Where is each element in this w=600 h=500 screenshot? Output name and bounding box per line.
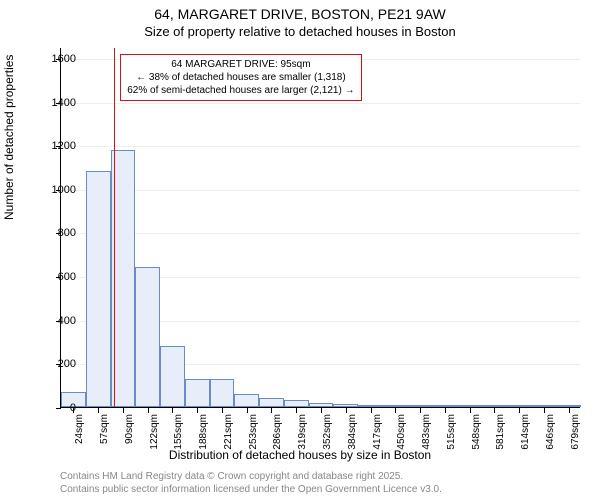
y-tick-label: 1600 <box>36 53 76 65</box>
bar <box>383 405 408 407</box>
x-tick-mark <box>123 408 124 413</box>
x-tick-mark <box>172 408 173 413</box>
x-tick-mark <box>494 408 495 413</box>
attribution-line1: Contains HM Land Registry data © Crown c… <box>60 470 442 483</box>
x-tick-mark <box>420 408 421 413</box>
x-tick-mark <box>569 408 570 413</box>
bar <box>531 405 556 407</box>
y-tick-label: 1000 <box>36 184 76 196</box>
x-tick-mark <box>470 408 471 413</box>
y-tick-label: 600 <box>36 271 76 283</box>
y-tick-label: 400 <box>36 315 76 327</box>
x-tick-mark <box>271 408 272 413</box>
bar <box>135 267 160 407</box>
attribution: Contains HM Land Registry data © Crown c… <box>60 470 442 496</box>
x-tick-mark <box>247 408 248 413</box>
x-tick-mark <box>371 408 372 413</box>
bar <box>86 171 111 407</box>
x-tick-mark <box>321 408 322 413</box>
x-tick-mark <box>519 408 520 413</box>
bar <box>507 405 532 407</box>
callout-line2: ← 38% of detached houses are smaller (1,… <box>127 71 354 84</box>
attribution-line2: Contains public sector information licen… <box>60 483 442 496</box>
callout-line3: 62% of semi-detached houses are larger (… <box>127 84 354 97</box>
y-tick-label: 800 <box>36 227 76 239</box>
x-tick-mark <box>197 408 198 413</box>
bar <box>160 346 185 407</box>
x-tick-mark <box>346 408 347 413</box>
x-tick-mark <box>148 408 149 413</box>
bar <box>482 405 507 407</box>
x-tick-mark <box>222 408 223 413</box>
callout-box: 64 MARGARET DRIVE: 95sqm ← 38% of detach… <box>120 54 361 101</box>
x-tick-mark <box>296 408 297 413</box>
bar <box>309 403 334 407</box>
bar <box>185 379 210 407</box>
x-tick-mark <box>445 408 446 413</box>
bar <box>556 405 581 407</box>
bar <box>457 405 482 407</box>
bar <box>234 394 259 407</box>
y-axis-label: Number of detached properties <box>2 55 16 220</box>
y-tick-label: 1400 <box>36 97 76 109</box>
y-tick-label: 1200 <box>36 140 76 152</box>
x-tick-mark <box>98 408 99 413</box>
bar <box>284 400 309 407</box>
bar <box>210 379 235 407</box>
bar <box>432 405 457 407</box>
bar <box>408 405 433 407</box>
bar <box>259 398 284 407</box>
bar <box>358 405 383 407</box>
y-tick-label: 200 <box>36 358 76 370</box>
chart-title-line1: 64, MARGARET DRIVE, BOSTON, PE21 9AW <box>0 6 600 22</box>
x-tick-mark <box>544 408 545 413</box>
plot-area: 64 MARGARET DRIVE: 95sqm ← 38% of detach… <box>60 48 580 408</box>
chart-title-line2: Size of property relative to detached ho… <box>0 24 600 39</box>
callout-line1: 64 MARGARET DRIVE: 95sqm <box>127 58 354 71</box>
x-tick-mark <box>395 408 396 413</box>
bar <box>333 404 358 407</box>
x-axis-label: Distribution of detached houses by size … <box>0 448 600 462</box>
chart-container: 64, MARGARET DRIVE, BOSTON, PE21 9AW Siz… <box>0 0 600 500</box>
y-tick-label: 0 <box>36 402 76 414</box>
bars-group <box>61 48 580 407</box>
